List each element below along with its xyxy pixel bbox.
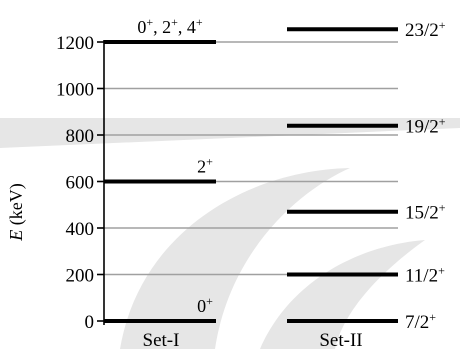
set-2-level-label: 7/2+: [405, 310, 436, 333]
level-labels: 0+ 2+ 0+, 2+, 4+ 7/2+ 11/2+ 15/2+ 19/2+ 23/2+: [137, 15, 445, 333]
y-tick-label: 0: [85, 312, 95, 333]
y-tick-label: 600: [66, 173, 95, 194]
y-tick-label: 1000: [56, 80, 94, 101]
set-2-level-label: 23/2+: [405, 18, 446, 41]
set-1-level-label: 0+: [197, 294, 213, 316]
set-2-level-label: 11/2+: [405, 264, 445, 287]
y-tick-label: 200: [66, 266, 95, 287]
energy-levels: [104, 27, 398, 323]
y-tick-label: 800: [66, 126, 95, 147]
y-axis: 0 200 400 600 800 1000 1200: [56, 33, 105, 333]
set-1-label: Set-I: [143, 330, 180, 349]
y-tick-label: 400: [66, 219, 95, 240]
set-1-level-label: 0+, 2+, 4+: [137, 15, 203, 37]
set-2-level-label: 15/2+: [405, 201, 446, 224]
set-1-level-label: 2+: [197, 155, 213, 177]
set-2-label: Set-II: [319, 330, 362, 349]
watermark-swoosh-left: [120, 168, 350, 349]
y-tick-label: 1200: [56, 33, 94, 54]
y-axis-title: E (keV): [6, 183, 27, 241]
set-2-level-label: 19/2+: [405, 115, 446, 138]
